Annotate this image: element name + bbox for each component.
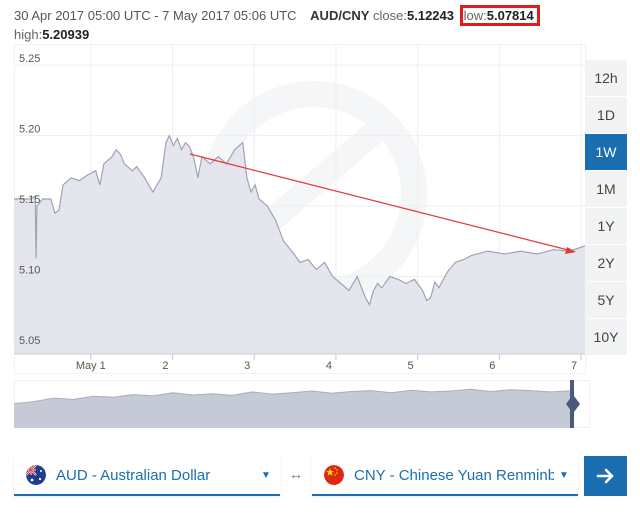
series-area-fill xyxy=(14,135,586,354)
to-currency-select[interactable]: CNY - Chinese Yuan Renminbi ▼ xyxy=(312,456,578,496)
chart-header: 30 Apr 2017 05:00 UTC - 7 May 2017 05:06… xyxy=(14,5,614,44)
range-5y-button[interactable]: 5Y xyxy=(585,282,627,318)
range-1d-button[interactable]: 1D xyxy=(585,97,627,133)
low-value: 5.07814 xyxy=(486,8,534,23)
close-label: close: xyxy=(373,8,407,23)
y-axis-labels: 5.05 5.10 5.15 5.20 5.25 xyxy=(19,53,40,347)
range-10y-button[interactable]: 10Y xyxy=(585,319,627,355)
convert-go-button[interactable] xyxy=(584,456,627,496)
navigator-area-fill xyxy=(14,389,570,428)
navigator-right-grip-icon[interactable] xyxy=(574,396,580,412)
x-tick-label: 5 xyxy=(408,360,414,372)
range-1m-button[interactable]: 1M xyxy=(585,171,627,207)
range-1w-button[interactable]: 1W xyxy=(585,134,627,170)
currency-pair: AUD/CNY xyxy=(310,8,370,23)
high-value: 5.20939 xyxy=(42,27,90,42)
x-tick-label: 6 xyxy=(489,360,495,372)
y-tick-label: 5.25 xyxy=(19,53,40,65)
range-1y-button[interactable]: 1Y xyxy=(585,208,627,244)
caret-down-icon: ▼ xyxy=(261,469,271,481)
navigator-chart[interactable] xyxy=(14,380,590,428)
x-tick-label: May 1 xyxy=(76,360,106,372)
y-tick-label: 5.10 xyxy=(19,265,40,277)
navigator-line xyxy=(14,388,571,405)
date-range-text: 30 Apr 2017 05:00 UTC - 7 May 2017 05:06… xyxy=(14,8,297,23)
time-range-selector: 12h 1D 1W 1M 1Y 2Y 5Y 10Y xyxy=(585,60,627,356)
range-2y-button[interactable]: 2Y xyxy=(585,245,627,281)
low-highlight-box: low:5.07814 xyxy=(459,5,540,26)
range-12h-button[interactable]: 12h xyxy=(585,60,627,96)
caret-down-icon: ▼ xyxy=(559,469,569,481)
y-tick-label: 5.20 xyxy=(19,124,40,136)
x-tick-label: 7 xyxy=(571,360,577,372)
navigator-area xyxy=(14,388,571,428)
close-value: 5.12243 xyxy=(407,8,454,23)
swap-arrows-icon[interactable]: ↔ xyxy=(289,466,303,482)
high-label: high: xyxy=(14,27,43,42)
trend-arrow xyxy=(189,153,576,254)
from-currency-select[interactable]: AUD - Australian Dollar ▼ xyxy=(14,456,280,496)
from-currency-label: AUD - Australian Dollar xyxy=(56,466,211,484)
x-tick-label: 4 xyxy=(326,360,332,372)
navigator-left-grip-icon[interactable] xyxy=(566,396,572,412)
exchange-rate-chart[interactable]: 5.05 5.10 5.15 5.20 5.25 May 1 2 3 4 5 6 7 xyxy=(14,44,586,374)
y-tick-label: 5.05 xyxy=(19,335,40,347)
y-tick-label: 5.15 xyxy=(19,194,40,206)
china-flag-icon xyxy=(324,465,344,485)
x-tick-label: 3 xyxy=(244,360,250,372)
series-line xyxy=(14,134,586,307)
series-area xyxy=(14,134,586,354)
x-axis-labels: May 1 2 3 4 5 6 7 xyxy=(14,353,586,372)
to-currency-label: CNY - Chinese Yuan Renminbi xyxy=(354,466,554,484)
arrow-right-icon xyxy=(596,468,613,484)
x-tick-label: 2 xyxy=(162,360,168,372)
low-label: low: xyxy=(463,8,487,23)
australia-flag-icon xyxy=(26,465,46,485)
